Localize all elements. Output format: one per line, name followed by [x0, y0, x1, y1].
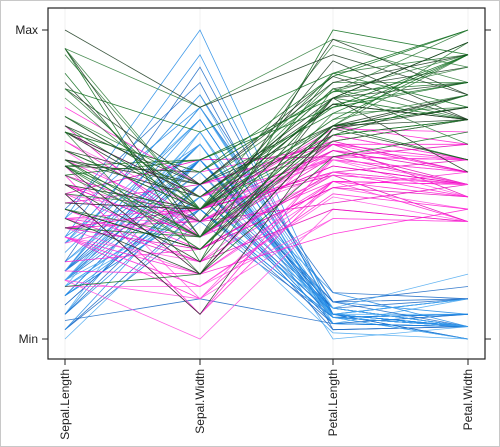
y-tick-label-max: Max: [15, 23, 38, 37]
series-2: [64, 29, 469, 315]
series-2-line: [64, 97, 469, 223]
series-1-line: [64, 171, 469, 219]
series-0-line: [64, 143, 469, 309]
axis-label-layer: Sepal.Length Sepal.Width Petal.Length Petal…: [58, 359, 475, 440]
series-1-line: [64, 156, 469, 244]
series-1-line: [64, 140, 469, 210]
series-2-line: [64, 97, 469, 263]
series-2-line: [64, 94, 469, 238]
series-2-line: [64, 119, 469, 210]
series-2-line: [64, 75, 469, 186]
series-2-line: [64, 29, 469, 173]
series-0-line: [64, 118, 469, 327]
series-2-line: [64, 103, 469, 198]
series-2-line: [64, 54, 469, 176]
series-0-line: [64, 208, 469, 340]
series-0-line: [64, 131, 469, 340]
series-1-line: [64, 208, 469, 263]
y-tick-label-min: Min: [19, 332, 38, 346]
series-1: [64, 106, 469, 340]
series-2-line: [64, 106, 469, 250]
axis-label-0: Sepal.Length: [58, 369, 72, 440]
series-2-line: [64, 54, 469, 198]
series-1-line: [64, 218, 469, 300]
series-2-line: [64, 48, 469, 210]
series-2-line: [64, 42, 469, 198]
series-2-line: [64, 38, 469, 238]
series-2-line: [64, 29, 469, 133]
series-2-line: [64, 119, 469, 210]
series-1-line: [64, 187, 469, 275]
series-0-line: [64, 106, 469, 327]
series-2-line: [64, 128, 469, 315]
series-1-line: [64, 208, 469, 275]
series-1-line: [64, 196, 469, 287]
series-1-line: [64, 180, 469, 275]
axis-label-3: Petal.Width: [461, 369, 475, 430]
series-2-line: [64, 29, 469, 108]
series-1-line: [64, 174, 469, 238]
series-0-line: [64, 208, 469, 318]
series-2-line: [64, 38, 469, 108]
axis-label-2: Petal.Length: [326, 369, 340, 436]
series-2-line: [64, 119, 469, 210]
series-1-line: [64, 143, 469, 195]
series-2-line: [64, 94, 469, 210]
series-layer: [64, 8, 469, 359]
series-2-line: [64, 106, 469, 275]
axis-label-1: Sepal.Width: [193, 369, 207, 434]
plot-area: [47, 7, 486, 360]
